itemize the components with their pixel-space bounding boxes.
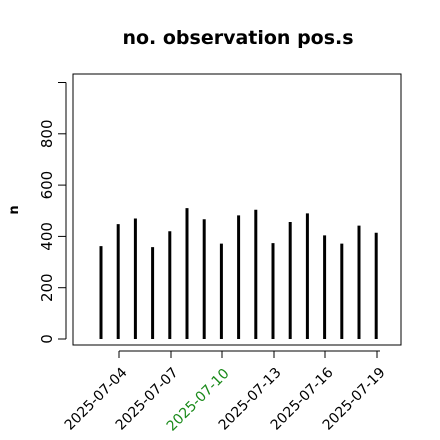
plot-box (72, 73, 402, 346)
y-tick-label: 0 (38, 334, 56, 344)
y-tick-label: 800 (38, 119, 56, 148)
x-axis: 2025-07-042025-07-072025-07-102025-07-13… (62, 350, 389, 435)
y-tick-label: 400 (38, 222, 56, 251)
bars (99, 208, 378, 339)
y-axis-label: n (7, 205, 22, 214)
chart-title: no. observation pos.s (122, 27, 353, 49)
y-tick-label: 200 (38, 273, 56, 302)
y-tick-label: 600 (38, 171, 56, 200)
y-axis: 0 200 400 600 800 (38, 82, 67, 344)
